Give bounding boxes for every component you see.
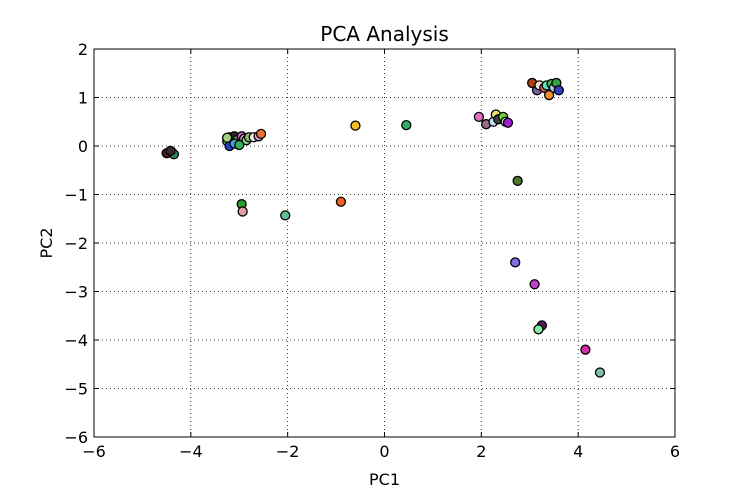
scatter-point: [510, 257, 521, 268]
x-tick-label: 6: [670, 442, 680, 461]
scatter-point: [553, 85, 564, 96]
y-tick-label: −5: [64, 380, 88, 399]
scatter-point: [165, 145, 176, 157]
scatter-point: [234, 139, 245, 151]
scatter-point: [533, 324, 544, 335]
scatter-point: [350, 120, 361, 131]
scatter-point: [543, 89, 555, 101]
x-tick-labels: −6 −4 −2 0 2 4 6: [82, 442, 680, 461]
y-axis-label: PC2: [37, 228, 56, 259]
scatter-point: [255, 128, 267, 140]
x-tick-label: −4: [179, 442, 203, 461]
plot-frame: [93, 48, 676, 438]
scatter-point: [335, 196, 347, 207]
x-axis-label: PC1: [369, 470, 400, 489]
axis-ticks: [93, 48, 676, 438]
grid-lines: [93, 48, 676, 438]
y-tick-label: −1: [64, 186, 88, 205]
x-tick-label: 4: [573, 442, 583, 461]
x-tick-label: 2: [476, 442, 486, 461]
scatter-point: [401, 119, 412, 131]
scatter-point: [512, 175, 523, 187]
x-tick-label: −2: [276, 442, 300, 461]
y-tick-label: 1: [78, 89, 88, 108]
scatter-points: [161, 77, 606, 378]
y-tick-label: −2: [64, 234, 88, 253]
scatter-point: [580, 344, 591, 355]
scatter-point: [237, 206, 248, 217]
y-tick-label: −6: [64, 428, 88, 447]
y-tick-label: 2: [78, 40, 88, 59]
y-tick-label: −3: [64, 283, 88, 302]
scatter-point: [221, 132, 233, 143]
x-tick-label: 0: [379, 442, 389, 461]
scatter-point: [529, 279, 540, 290]
scatter-point: [280, 210, 291, 221]
y-tick-label: −4: [64, 331, 88, 350]
scatter-point: [473, 111, 485, 123]
scatter-point: [502, 117, 514, 128]
scatter-point: [594, 367, 606, 378]
chart-title: PCA Analysis: [320, 22, 448, 46]
y-tick-labels: −6 −5 −4 −3 −2 −1 0 1 2: [64, 40, 88, 447]
y-tick-label: 0: [78, 137, 88, 156]
x-tick-label: −6: [82, 442, 106, 461]
